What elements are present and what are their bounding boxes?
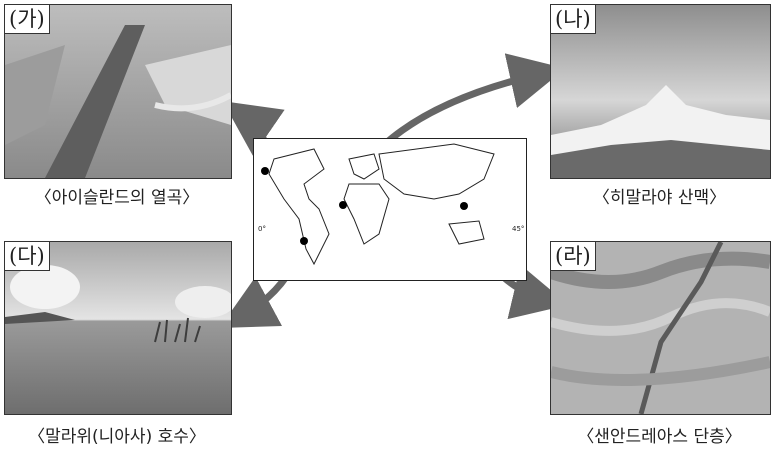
caption-da: 〈말라위(니아사) 호수〉 [28,427,206,447]
photo-lake-malawi: (다) [4,241,232,415]
continent-americas [268,148,330,266]
continent-europe [348,153,380,180]
map-tick-right: 45° [512,225,524,233]
panel-tag-da: (다) [5,242,50,271]
photo-iceland-rift: (가) [4,4,232,179]
continent-asia [378,143,495,200]
location-dot-himalaya [339,201,347,209]
photo-san-andreas: (라) [550,241,771,415]
location-dot-san-andreas [460,202,468,210]
caption-ra: 〈샌안드레아스 단층〉 [577,427,742,447]
caption-ga: 〈아이슬란드의 열곡〉 [34,188,200,208]
continent-australia [448,220,485,245]
panel-tag-na: (나) [551,5,596,34]
location-dot-malawi [300,237,308,245]
map-tick-left: 0° [258,225,266,233]
photo-himalaya: (나) [550,4,771,179]
panel-tag-ra: (라) [551,242,596,271]
continent-africa [343,183,390,245]
panel-tag-ga: (가) [5,5,50,34]
location-dot-iceland [261,167,269,175]
world-map: 0° 45° [253,138,527,281]
caption-na: 〈히말라야 산맥〉 [592,188,727,208]
